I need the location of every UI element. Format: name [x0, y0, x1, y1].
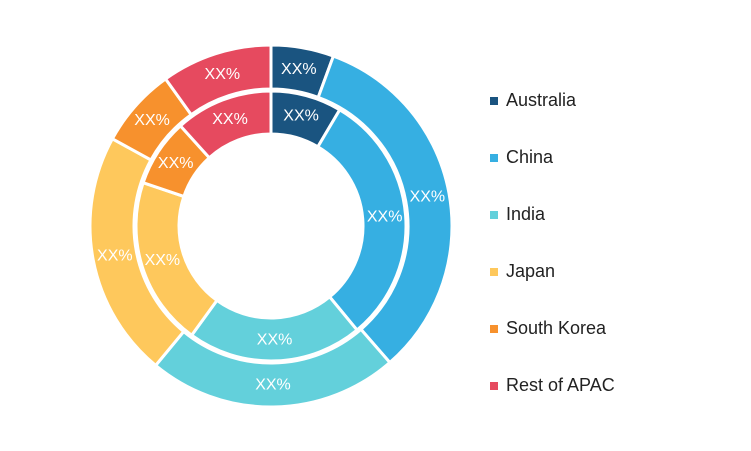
legend-item-china: China [490, 129, 615, 186]
legend-swatch-south-korea [490, 324, 498, 333]
inner-slice-label-rest-of-apac: XX% [212, 111, 248, 128]
outer-slice-label-china: XX% [410, 189, 446, 206]
legend-item-rest-of-apac: Rest of APAC [490, 357, 615, 414]
outer-slice-label-india: XX% [255, 376, 291, 393]
inner-slice-rest-of-apac [178, 89, 273, 160]
legend-swatch-rest-of-apac [490, 381, 498, 390]
inner-slice-label-india: XX% [257, 331, 293, 348]
legend-label-rest-of-apac: Rest of APAC [506, 375, 615, 395]
outer-slice-rest-of-apac [163, 43, 273, 117]
legend-label-india: India [506, 204, 546, 224]
legend-label-japan: Japan [506, 261, 556, 281]
legend-swatch-australia [490, 96, 498, 105]
legend-item-south-korea: South Korea [490, 300, 615, 357]
legend-item-australia: Australia [490, 72, 615, 129]
legend-item-india: India [490, 186, 615, 243]
inner-slice-label-china: XX% [367, 209, 403, 226]
legend-swatch-japan [490, 267, 498, 276]
outer-slice-label-japan: XX% [97, 247, 133, 264]
legend-label-china: China [506, 147, 554, 167]
inner-slice-label-australia: XX% [283, 108, 319, 125]
legend-item-japan: Japan [490, 243, 615, 300]
inner-slice-label-japan: XX% [145, 252, 181, 269]
outer-slice-label-south-korea: XX% [134, 112, 170, 129]
legend-swatch-china [490, 153, 498, 162]
inner-slice-label-south-korea: XX% [158, 155, 194, 172]
legend: Australia China India Japan South Korea … [490, 72, 615, 428]
legend-swatch-india [490, 210, 498, 219]
outer-slice-label-rest-of-apac: XX% [205, 66, 241, 83]
outer-slice-label-australia: XX% [281, 61, 317, 78]
legend-label-south-korea: South Korea [506, 318, 607, 338]
donut-chart: XX% XX% XX% XX% XX% XX% XX% XX% XX% XX% XX% XX% [88, 43, 454, 409]
legend-label-australia: Australia [506, 90, 577, 110]
